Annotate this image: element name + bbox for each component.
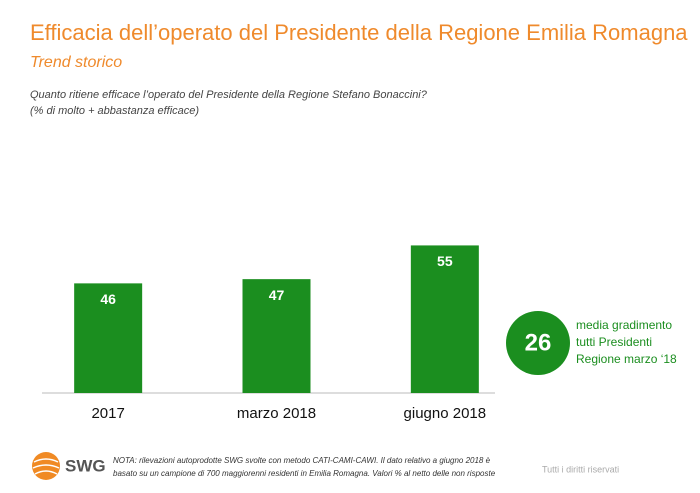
benchmark-label: tutti Presidenti [576,335,652,349]
benchmark-label: Regione marzo ‘18 [576,352,677,366]
benchmark-value: 26 [525,329,552,356]
question: (% di molto + abbastanza efficace) [30,105,199,117]
x-tick-label: marzo 2018 [237,405,316,422]
value-label: 47 [269,287,285,303]
x-tick-label: 2017 [91,405,124,422]
note: NOTA: rilevazioni autoprodotte SWG svolt… [113,456,491,465]
question: Quanto ritiene efficace l’operato del Pr… [30,89,428,101]
subtitle: Trend storico [30,54,122,71]
logo-icon [32,452,60,480]
bar [410,245,479,393]
benchmark-label: media gradimento [576,318,672,332]
value-label: 55 [437,253,453,269]
value-label: 46 [100,291,116,307]
bar [242,279,311,393]
benchmark-circle [506,311,570,375]
chart-title: Efficacia dell’operato del Presidente de… [30,20,688,45]
note: basato su un campione di 700 maggiorenni… [113,469,496,478]
copyright: Tutti i diritti riservati [542,464,619,474]
logo-text: SWG [65,456,106,475]
bar [74,283,143,393]
x-tick-label: giugno 2018 [404,405,487,422]
